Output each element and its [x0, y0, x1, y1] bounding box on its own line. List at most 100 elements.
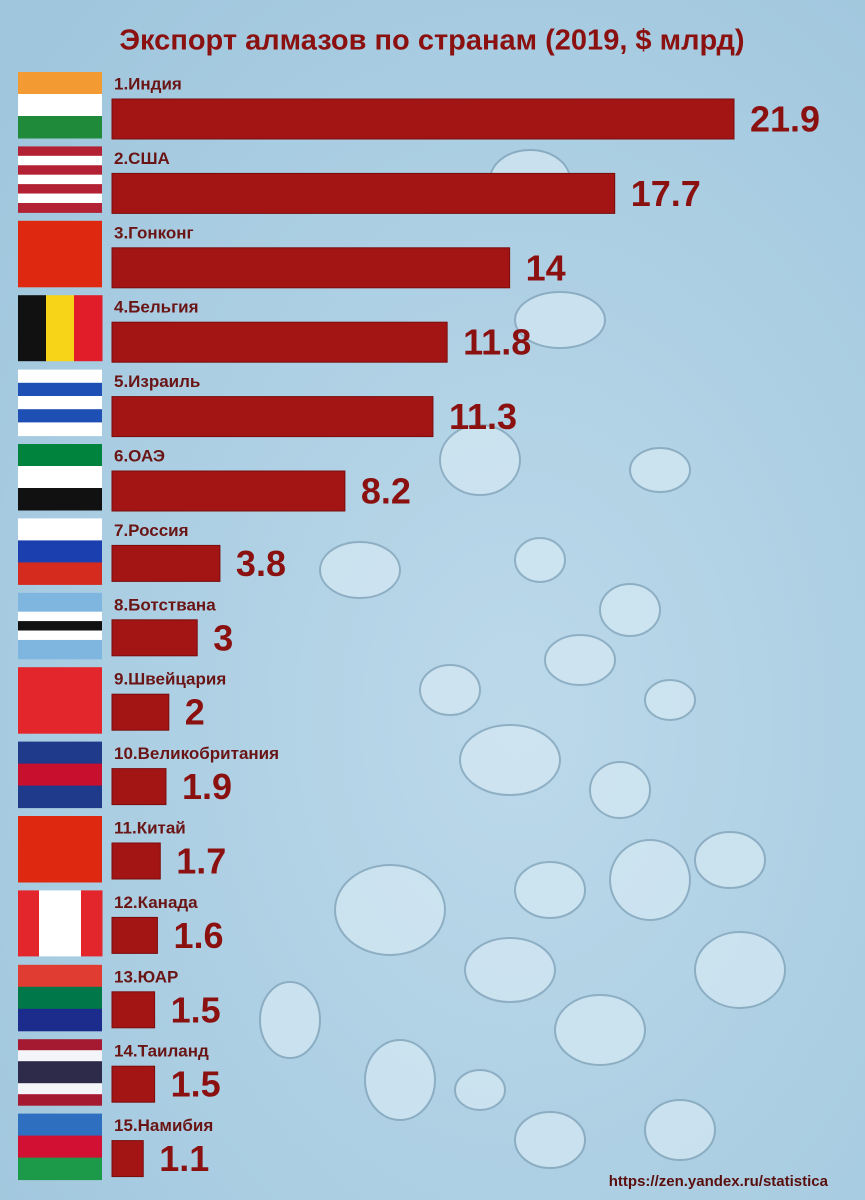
flag-stripe — [18, 986, 102, 1010]
category-label: 12.Канада — [114, 893, 198, 912]
bar — [111, 172, 616, 214]
flag — [18, 964, 102, 1032]
value-label: 1.9 — [182, 766, 232, 807]
flag — [18, 369, 102, 437]
flag-stripe — [18, 649, 102, 660]
value-label: 3.8 — [236, 543, 286, 584]
flag — [18, 667, 102, 734]
flag — [18, 592, 102, 660]
flag-stripe — [18, 72, 102, 95]
category-label: 8.Ботствана — [114, 595, 216, 614]
flag-stripe — [18, 165, 102, 176]
bar — [111, 396, 434, 438]
category-label: 1.Индия — [114, 74, 182, 93]
flag — [18, 890, 103, 957]
flag-stripe — [18, 816, 102, 883]
flag — [18, 146, 102, 213]
bar — [111, 1140, 144, 1178]
flag-stripe — [18, 488, 102, 511]
flag-stripe — [18, 382, 102, 397]
flag-stripe — [18, 592, 102, 603]
value-label: 14 — [526, 247, 566, 288]
flag-stripe — [18, 174, 102, 185]
flag-stripe — [18, 763, 102, 787]
flag-stripe — [18, 785, 102, 809]
value-label: 1.5 — [171, 989, 221, 1030]
flag-stripe — [18, 409, 102, 423]
bar — [111, 98, 735, 140]
value-label: 11.3 — [449, 396, 517, 437]
value-label: 17.7 — [631, 173, 701, 214]
category-label: 5.Израиль — [114, 372, 200, 391]
flag-stripe — [74, 295, 103, 362]
bar — [111, 544, 221, 582]
flag — [18, 518, 102, 585]
flag-stripe — [18, 639, 102, 650]
flag-stripe — [18, 1135, 102, 1159]
flag — [18, 220, 102, 288]
flag-stripe — [18, 1157, 102, 1181]
flag — [18, 444, 102, 511]
category-label: 4.Бельгия — [114, 298, 199, 317]
category-label: 15.Намибия — [114, 1116, 213, 1135]
value-label: 11.8 — [463, 322, 531, 363]
flag-stripe — [18, 1061, 102, 1073]
category-label: 10.Великобритания — [114, 744, 279, 763]
flag-stripe — [18, 611, 102, 622]
flag-stripe — [39, 890, 61, 957]
flag-stripe — [18, 202, 102, 213]
category-label: 3.Гонконг — [114, 223, 194, 242]
value-label: 2 — [185, 692, 205, 733]
flag-stripe — [18, 1072, 102, 1084]
category-label: 6.ОАЭ — [114, 446, 165, 465]
flag-stripe — [18, 94, 102, 117]
flag-stripe — [18, 193, 102, 204]
flag-stripe — [18, 741, 102, 765]
flag-stripe — [18, 1094, 102, 1106]
bar — [111, 247, 511, 289]
value-label: 3 — [213, 617, 233, 658]
value-label: 1.7 — [176, 841, 226, 882]
flag-stripe — [18, 518, 102, 541]
flag-stripe — [18, 155, 102, 166]
flag-stripe — [18, 540, 102, 563]
value-label: 1.5 — [171, 1064, 221, 1105]
bar — [111, 619, 198, 657]
chart-title: Экспорт алмазов по странам (2019, $ млрд… — [119, 25, 744, 57]
bar — [111, 916, 158, 954]
value-label: 8.2 — [361, 471, 411, 512]
flag-stripe — [18, 630, 102, 641]
value-label: 1.1 — [159, 1138, 209, 1179]
category-label: 13.ЮАР — [114, 967, 178, 986]
flag-stripe — [18, 1083, 102, 1095]
flag-stripe — [18, 1008, 102, 1032]
flag-stripe — [18, 964, 102, 988]
bar — [111, 1065, 156, 1103]
flag — [18, 1039, 102, 1106]
source: https://zen.yandex.ru/statistica — [609, 1173, 829, 1190]
flag-stripe — [18, 667, 102, 734]
bar — [111, 991, 156, 1029]
flag-stripe — [18, 396, 102, 410]
flag-stripe — [18, 466, 102, 489]
flag-stripe — [18, 1050, 102, 1062]
flag-stripe — [46, 295, 75, 362]
flag-stripe — [18, 295, 47, 362]
flag-stripe — [18, 1113, 102, 1137]
flag-stripe — [18, 146, 102, 157]
flag-stripe — [18, 1039, 102, 1051]
decor — [259, 149, 786, 1169]
flag — [18, 295, 103, 362]
flag-stripe — [18, 116, 102, 139]
category-label: 11.Китай — [114, 818, 186, 837]
flag — [18, 816, 102, 883]
flag-stripe — [18, 369, 102, 384]
flag-stripe — [18, 184, 102, 195]
flag-stripe — [18, 444, 102, 467]
flag-stripe — [18, 621, 102, 632]
bar — [111, 693, 170, 731]
bar — [111, 470, 346, 512]
bar — [111, 321, 448, 363]
flag-stripe — [18, 890, 40, 957]
flag-stripe — [18, 220, 102, 288]
